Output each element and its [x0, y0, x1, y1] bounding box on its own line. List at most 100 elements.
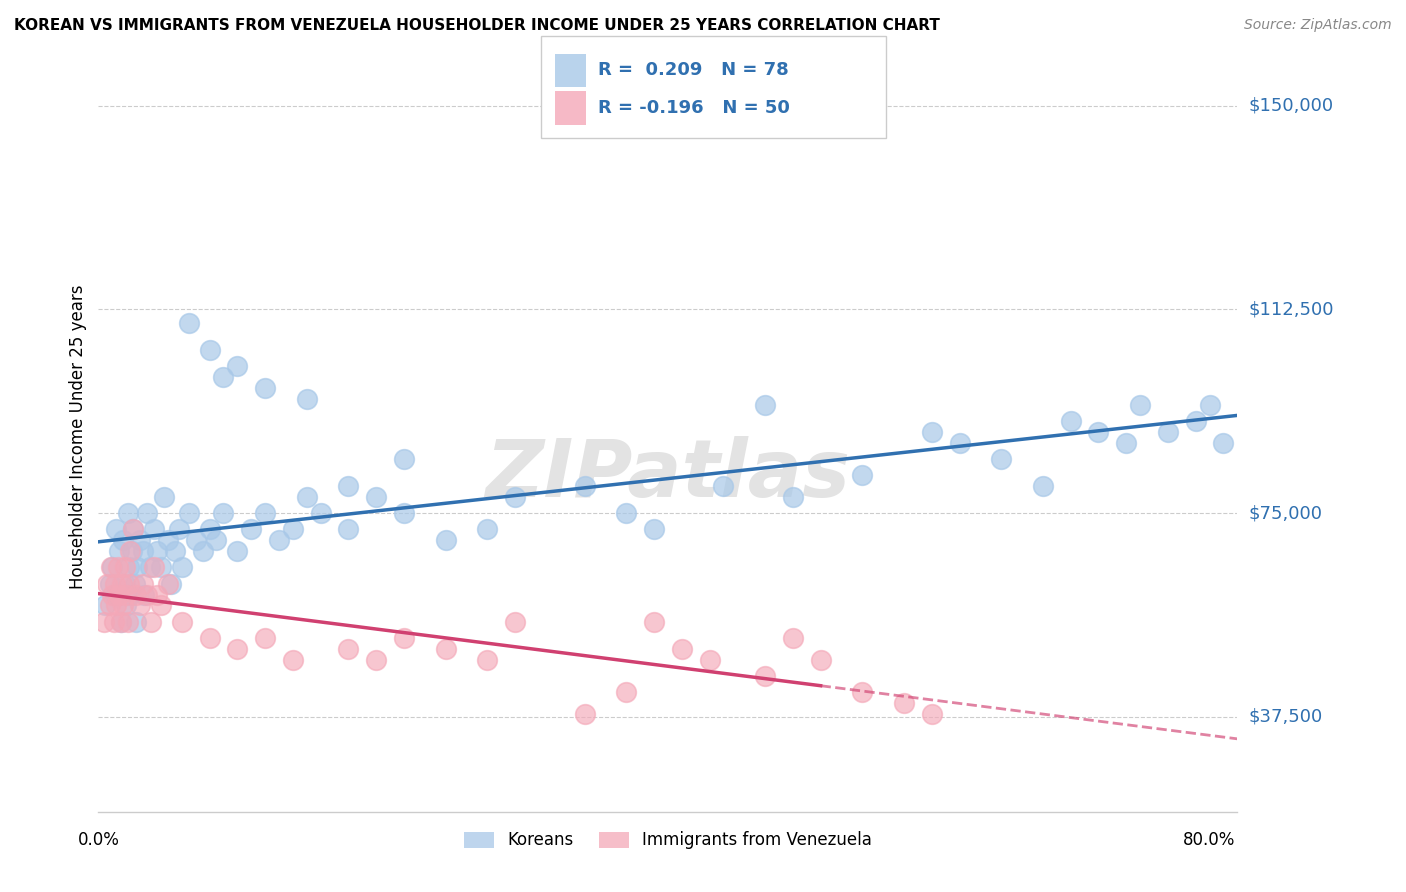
Point — [170, 560, 193, 574]
Point — [107, 560, 129, 574]
Point — [156, 576, 179, 591]
Point — [240, 522, 263, 536]
Point — [98, 599, 121, 613]
Point — [129, 599, 152, 613]
Point — [503, 490, 526, 504]
Point — [170, 615, 193, 629]
Point — [477, 653, 499, 667]
Text: Source: ZipAtlas.com: Source: ZipAtlas.com — [1244, 18, 1392, 32]
Point — [921, 425, 943, 439]
Point — [810, 653, 832, 667]
Point — [477, 522, 499, 536]
Point — [699, 653, 721, 667]
Point — [156, 533, 179, 548]
Point — [574, 706, 596, 721]
Point — [295, 392, 318, 406]
Point — [94, 599, 117, 613]
Point — [143, 522, 166, 536]
Text: $37,500: $37,500 — [1249, 707, 1323, 726]
Point — [337, 641, 360, 656]
Point — [101, 588, 124, 602]
Point — [141, 615, 163, 629]
Point — [893, 696, 915, 710]
Point — [127, 560, 149, 574]
Point — [125, 615, 148, 629]
Point — [100, 560, 122, 574]
Point — [254, 506, 277, 520]
Point — [108, 544, 131, 558]
Point — [96, 576, 118, 591]
Point — [101, 560, 124, 574]
Text: $75,000: $75,000 — [1249, 504, 1323, 522]
Point — [110, 615, 132, 629]
Point — [117, 506, 139, 520]
Point — [295, 490, 318, 504]
Point — [112, 599, 135, 613]
Point — [112, 533, 135, 548]
Point — [434, 533, 457, 548]
Point — [281, 522, 304, 536]
Point — [118, 560, 141, 574]
Point — [503, 615, 526, 629]
Point — [1212, 435, 1234, 450]
Point — [1115, 435, 1137, 450]
Text: R =  0.209   N = 78: R = 0.209 N = 78 — [598, 62, 789, 79]
Point — [136, 506, 159, 520]
Point — [117, 615, 139, 629]
Point — [851, 685, 873, 699]
Point — [105, 522, 128, 536]
Point — [122, 522, 145, 536]
Point — [121, 544, 143, 558]
Point — [671, 641, 693, 656]
Point — [136, 588, 159, 602]
Point — [713, 479, 735, 493]
Point — [754, 397, 776, 411]
Point — [1198, 397, 1220, 411]
Point — [782, 631, 804, 645]
Point — [1184, 414, 1206, 428]
Point — [93, 615, 115, 629]
Point — [226, 359, 249, 374]
Point — [118, 576, 141, 591]
Point — [226, 641, 249, 656]
Point — [754, 669, 776, 683]
Point — [205, 533, 228, 548]
Point — [1129, 397, 1152, 411]
Point — [1059, 414, 1081, 428]
Point — [643, 615, 665, 629]
Point — [152, 490, 174, 504]
Point — [226, 544, 249, 558]
Point — [281, 653, 304, 667]
Point — [614, 506, 637, 520]
Point — [125, 588, 148, 602]
Point — [198, 631, 221, 645]
Point — [143, 560, 166, 574]
Point — [643, 522, 665, 536]
Text: ZIPatlas: ZIPatlas — [485, 435, 851, 514]
Text: KOREAN VS IMMIGRANTS FROM VENEZUELA HOUSEHOLDER INCOME UNDER 25 YEARS CORRELATIO: KOREAN VS IMMIGRANTS FROM VENEZUELA HOUS… — [14, 18, 941, 33]
Point — [114, 576, 136, 591]
Point — [132, 576, 155, 591]
Point — [337, 522, 360, 536]
Point — [212, 370, 235, 384]
Point — [115, 599, 138, 613]
Point — [132, 544, 155, 558]
Point — [129, 533, 152, 548]
Point — [111, 576, 134, 591]
Point — [120, 544, 142, 558]
Y-axis label: Householder Income Under 25 years: Householder Income Under 25 years — [69, 285, 87, 590]
Point — [198, 343, 221, 358]
Point — [124, 576, 146, 591]
Point — [134, 588, 156, 602]
Point — [574, 479, 596, 493]
Point — [145, 588, 167, 602]
Point — [145, 544, 167, 558]
Point — [167, 522, 190, 536]
Point — [366, 490, 388, 504]
Point — [392, 506, 415, 520]
Point — [1032, 479, 1054, 493]
Point — [104, 588, 127, 602]
Point — [337, 479, 360, 493]
Point — [392, 451, 415, 466]
Point — [851, 468, 873, 483]
